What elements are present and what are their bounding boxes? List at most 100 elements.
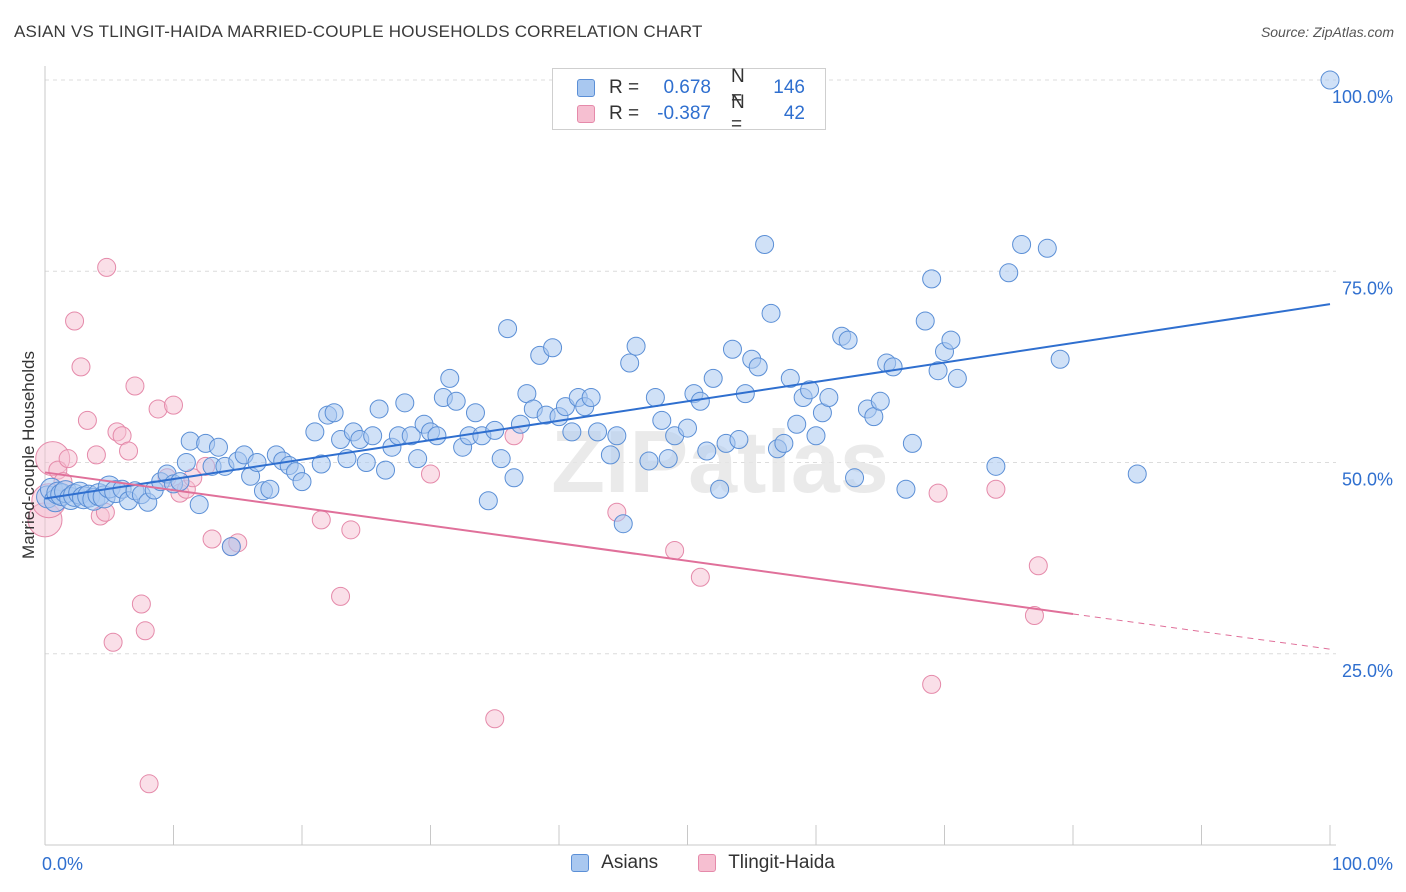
asian-point [626, 336, 646, 356]
asian-point [356, 453, 376, 472]
chart-title: ASIAN VS TLINGIT-HAIDA MARRIED-COUPLE HO… [14, 22, 703, 41]
asian-point [498, 319, 518, 339]
tlingit-haida-trend-extension [1072, 613, 1331, 650]
asian-point [819, 387, 839, 407]
asian-point [607, 426, 627, 446]
tlingit-haida-point [690, 567, 710, 587]
legend-row-tlingit: R = -0.387 N = 42 [577, 92, 805, 135]
asian-point [427, 426, 447, 446]
tlingit-haida-point [331, 586, 351, 606]
tlingit-haida-point [665, 540, 685, 560]
asians-trend-line [44, 303, 1331, 500]
asian-point [761, 303, 781, 323]
asian-point [613, 514, 633, 534]
asian-point [189, 495, 209, 515]
asian-point [774, 433, 794, 453]
asian-point [941, 330, 961, 350]
legend-row-asians: R = 0.678 N = 146 [577, 66, 805, 109]
asian-point [845, 468, 865, 488]
asian-point [870, 391, 890, 411]
asian-point [1050, 349, 1070, 369]
asian-point [902, 433, 922, 453]
asian-point [1320, 70, 1340, 90]
asian-point [510, 414, 530, 434]
asian-point [478, 491, 498, 511]
asian-point [620, 353, 640, 373]
asian-point [401, 426, 421, 446]
legend-label: Asians [601, 852, 659, 873]
asian-point [176, 453, 196, 472]
asian-point [376, 460, 396, 480]
asian-point [780, 368, 800, 388]
asian-point [1127, 464, 1147, 484]
asian-point [600, 445, 620, 465]
tlingit-haida-point [922, 674, 942, 694]
n-label: N = [731, 92, 745, 135]
tlingit-haida-point [77, 410, 97, 430]
asian-point [440, 368, 460, 388]
tlingit-haida-point [119, 441, 139, 461]
tlingit-haida-point [71, 357, 91, 377]
tlingit-haida-point [1028, 556, 1048, 576]
x-tick-label: 100.0% [1332, 854, 1393, 874]
tlingit-haida-point [125, 376, 145, 396]
asian-point [581, 387, 601, 407]
asian-point [645, 387, 665, 407]
asian-point [543, 338, 563, 358]
tlingit-haida-point [341, 520, 361, 540]
r-value: 0.678 [663, 77, 711, 98]
asian-point [504, 468, 524, 488]
asian-point [883, 357, 903, 377]
tlingit-haida-point [65, 311, 85, 331]
n-value: 146 [773, 77, 805, 98]
tlingit-haida-series [27, 257, 1048, 794]
asian-point [562, 422, 582, 442]
asian-point [986, 456, 1006, 476]
n-label: N = [731, 66, 745, 109]
asian-point [305, 422, 325, 442]
legend-item-tlingit-haida: Tlingit-Haida [698, 852, 835, 874]
tlingit-haida-point [103, 632, 123, 652]
series-legend: Asians Tlingit-Haida [0, 852, 1406, 874]
asian-point [896, 479, 916, 499]
r-label: R = [609, 103, 640, 124]
asian-point [292, 472, 312, 492]
asian-point [729, 430, 749, 450]
r-value: -0.387 [657, 103, 711, 124]
asian-point [838, 330, 858, 350]
tlingit-haida-point [986, 479, 1006, 499]
y-tick-label: 100.0% [1332, 87, 1393, 107]
asian-point [465, 403, 485, 423]
tlingit-haida-swatch [698, 854, 717, 872]
x-tick-labels: 0.0% 100.0% [42, 854, 1393, 874]
tlingit-haida-point [928, 483, 948, 503]
asian-point [806, 426, 826, 446]
asian-point [928, 361, 948, 381]
asians-swatch [577, 79, 595, 97]
tlingit-haida-point [86, 445, 106, 465]
asian-point [408, 449, 428, 469]
asian-point [748, 357, 768, 377]
asian-point [678, 418, 697, 438]
tlingit-haida-point [139, 774, 159, 794]
asian-point [639, 451, 659, 471]
asian-point [755, 234, 775, 254]
source-label: Source: ZipAtlas.com [1260, 24, 1394, 40]
y-tick-label: 75.0% [1342, 278, 1393, 298]
asian-point [247, 453, 267, 472]
axes [44, 66, 1336, 846]
asian-point [324, 403, 344, 423]
tlingit-haida-point [1024, 606, 1044, 625]
r-label: R = [609, 77, 640, 98]
tlingit-haida-point [164, 395, 183, 415]
asian-point [446, 391, 466, 411]
correlation-legend: R = 0.678 N = 146 R = -0.387 N = 42 [552, 66, 826, 135]
asian-point [722, 339, 742, 359]
asian-point [652, 410, 672, 430]
asian-point [658, 449, 678, 469]
asian-point [588, 422, 608, 442]
y-axis-label: Married-couple Households [19, 351, 38, 559]
asian-point [922, 269, 942, 289]
asian-point [395, 393, 415, 413]
